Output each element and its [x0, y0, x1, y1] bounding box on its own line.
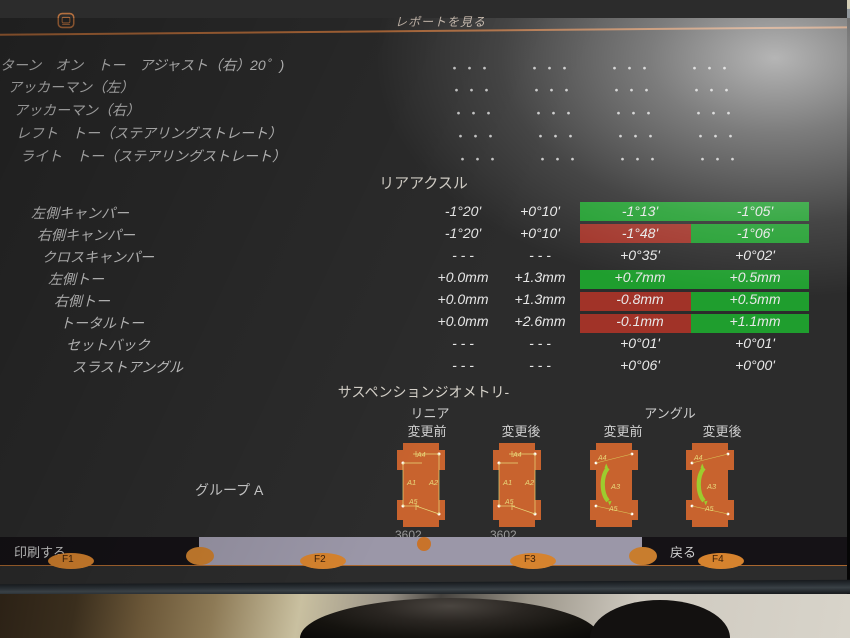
- svg-text:A5: A5: [408, 499, 418, 506]
- svg-text:A3: A3: [610, 482, 621, 491]
- svg-text:A1: A1: [406, 478, 416, 487]
- svg-text:A1: A1: [502, 478, 512, 487]
- svg-text:A4: A4: [416, 452, 426, 459]
- svg-text:A2: A2: [428, 478, 439, 487]
- svg-text:A4: A4: [512, 452, 522, 459]
- svg-text:A2: A2: [524, 478, 535, 487]
- svg-text:A3: A3: [706, 482, 717, 491]
- svg-text:A5: A5: [608, 506, 618, 513]
- svg-text:A4: A4: [693, 455, 703, 462]
- svg-text:A5: A5: [504, 499, 514, 506]
- svg-text:A5: A5: [704, 506, 714, 513]
- svg-text:A4: A4: [597, 455, 607, 462]
